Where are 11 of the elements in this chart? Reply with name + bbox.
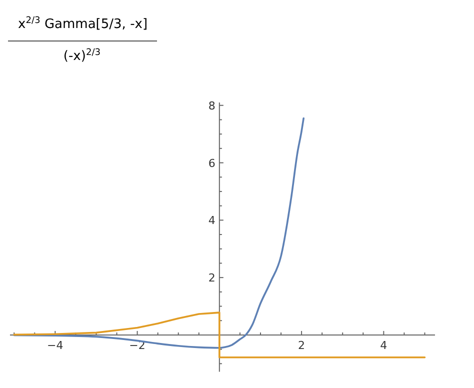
y-tick-label: 2 (208, 272, 216, 285)
y-tick-label: 4 (208, 214, 216, 228)
x-tick-label: −4 (47, 338, 64, 352)
chart-subtitle: (-x)$^{2/3}$ (63, 48, 101, 64)
x-tick-label: 2 (298, 338, 306, 352)
chart-title: x$^{2/3}$ Gamma[5/3, -x] (18, 16, 148, 32)
y-tick-label: 6 (208, 156, 216, 170)
y-tick-label: 8 (208, 99, 216, 112)
x-tick-label: 4 (380, 338, 388, 352)
line-series (13, 312, 426, 358)
line-series (13, 117, 304, 349)
